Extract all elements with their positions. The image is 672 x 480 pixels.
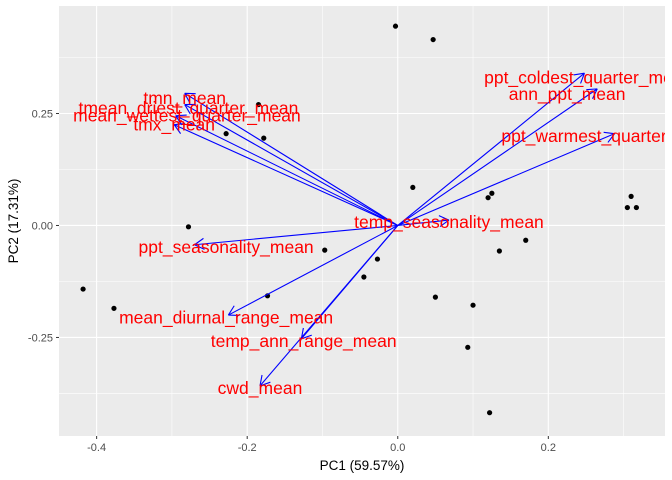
loading-arrowhead [586,88,598,91]
data-point [185,224,192,230]
x-tick-label: -0.4 [87,442,106,454]
loading-arrow [259,225,399,387]
loading-label: tmn_mean [143,88,226,109]
data-point [374,256,381,262]
loading-label: ppt_coldest_quarter_mean [484,68,672,89]
data-point [432,294,438,300]
loading-label: ppt_warmest_quarter_mean [501,126,672,147]
loading-label: ppt_seasonality_mean [139,237,314,258]
data-point [523,237,529,243]
grid-major [59,6,665,436]
loading-arrowhead [227,305,235,316]
x-tick-label: -0.2 [238,442,257,454]
data-point [496,248,502,254]
loading-arrowhead [580,72,585,84]
loading-arrowhead [173,124,182,134]
x-axis-ticks: -0.4 -0.2 0.0 0.2 [87,436,556,454]
x-tick-label: 0.0 [390,442,405,454]
data-point [80,286,86,292]
loading-arrowhead [194,244,205,250]
loading-arrow [184,104,399,226]
y-tick-label: 0.00 [32,220,53,232]
loading-arrowhead [603,131,615,135]
y-axis-ticks: -0.25 0.00 0.25 [28,109,59,344]
loading-arrowhead [607,133,616,143]
loading-label: tmx_mean [133,115,215,136]
data-point [633,204,639,211]
data-point [261,135,267,141]
loading-arrow [173,124,398,226]
loading-arrow [397,72,585,226]
data-point [624,204,630,211]
labels-layer: tmn_meantmean_driest_quarter_meanmean_we… [73,68,672,399]
loading-arrow [194,224,398,246]
data-point [485,195,491,201]
loading-arrow [175,115,399,226]
points-layer [80,23,639,416]
data-point [486,410,493,416]
loading-label: mean_wettest_quarter_mean [73,106,301,127]
loading-arrowhead [175,115,183,126]
loading-label: cwd_mean [218,378,303,399]
y-tick-label: 0.25 [32,109,53,121]
data-point [255,101,262,108]
data-point [392,23,399,29]
loading-arrowhead [174,123,186,126]
y-tick-label: -0.25 [28,332,53,344]
data-point [322,247,328,253]
y-axis-title: PC2 (17.31%) [6,179,21,264]
data-point [430,36,436,43]
loading-arrowhead [175,114,187,117]
loading-arrow [397,88,598,226]
loading-arrowhead [439,219,450,228]
data-point [410,184,416,191]
data-point [465,344,471,350]
x-axis-title: PC1 (59.57%) [320,458,405,473]
loading-arrowhead [194,237,204,246]
plot-panel [59,6,665,436]
data-point [489,190,495,196]
loading-arrowhead [438,215,450,221]
data-point [111,305,117,311]
loading-label: temp_ann_range_mean [211,331,397,352]
loading-arrowhead [592,88,598,100]
loading-label: temp_seasonality_mean [354,212,544,233]
x-tick-label: 0.2 [541,442,556,454]
loading-arrowhead [184,93,191,104]
loading-arrow [397,219,450,227]
loading-arrow [228,224,399,316]
loading-label: tmean_driest_quarter_mean [79,98,299,119]
loading-arrow [397,133,615,226]
data-point [628,193,634,199]
loading-label: ann_ppt_mean [509,84,626,105]
loading-arrowhead [259,381,271,387]
loading-arrowhead [573,72,585,76]
loading-arrow [184,92,399,226]
arrows-layer [173,72,616,387]
data-point [223,131,229,137]
data-point [470,302,476,308]
loading-arrowhead [301,334,312,340]
grid-minor [59,6,665,436]
data-point [361,274,367,280]
loading-arrowhead [259,374,263,386]
loading-label: mean_diurnal_range_mean [119,307,333,328]
loading-arrowhead [184,104,191,115]
